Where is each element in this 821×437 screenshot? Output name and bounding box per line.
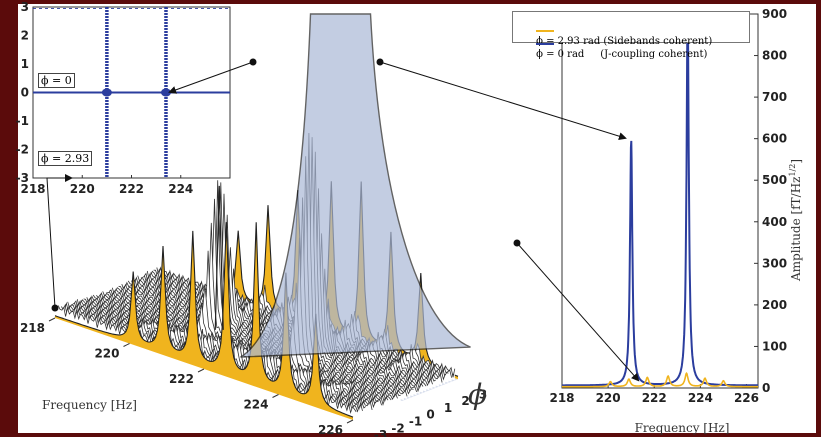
waterfall-xtick-label: 220: [94, 347, 119, 361]
series-sidebands-line: [562, 371, 758, 388]
waterfall-phitick-label: 2: [461, 394, 469, 408]
arrow-to-spectrum-jcoupling: [379, 61, 627, 141]
inset-ytick-label: 1: [21, 57, 29, 71]
spectrum-ytick-label: 400: [762, 215, 787, 229]
inset-ytick-label: 3: [21, 0, 29, 14]
waterfall-phi-label: ϕ: [468, 378, 487, 411]
legend-item-jcoupling: ϕ = 0 rad (J-coupling coherent): [517, 27, 707, 71]
spectrum-plot: 0 100 200 300 400 500 600 700 800 900 218 220 222 224…: [549, 7, 787, 405]
waterfall-xtick-mark: [48, 317, 56, 322]
waterfall-phitick-label: 0: [426, 408, 434, 422]
inset-label-phi293: ϕ = 2.93: [38, 151, 93, 166]
waterfall-xtick-label: 222: [169, 372, 194, 386]
waterfall-xtick-mark: [272, 394, 279, 398]
legend-item-sidebands: ϕ = 2.93 rad (Sidebands coherent): [517, 14, 712, 58]
spectrum-legend: ϕ = 2.93 rad (Sidebands coherent) ϕ = 0 …: [512, 11, 750, 60]
spectrum-xtick-label: 220: [596, 391, 621, 405]
spectrum-ylabel: Amplitude [fT/Hz1/2]: [788, 159, 803, 282]
waterfall-slice-sidebands-front-line: [54, 222, 354, 418]
waterfall-phitick-label: 3: [479, 387, 487, 401]
inset-ytick-label: -3: [16, 171, 29, 185]
legend-swatch-sidebands: [536, 29, 555, 32]
jcoupling-surface-peak: [240, 13, 471, 358]
spectrum-ytick-label: 600: [762, 132, 787, 146]
annotation-arrows: [46, 58, 640, 382]
inset-label-phi0: ϕ = 0: [38, 73, 75, 88]
legend-swatch-jcoupling: [536, 42, 555, 45]
spectrum-ytick-label: 100: [762, 339, 787, 353]
inset-xtick-label: 224: [168, 182, 193, 196]
arrow-to-inset-phi293: [46, 174, 73, 309]
waterfall-xtick-label: 224: [243, 398, 268, 412]
inset-cross-marker: [160, 88, 171, 97]
inset-xtick-label: 218: [20, 182, 45, 196]
waterfall-phitick-label: -3: [374, 428, 387, 437]
inset-ytick-label: 2: [21, 29, 29, 43]
inset-ytick-label: -1: [16, 114, 29, 128]
spectrum-xtick-label: 224: [688, 391, 713, 405]
waterfall-slice-fill: [118, 233, 417, 396]
arrow-to-spectrum-sidebands: [516, 242, 640, 382]
inset-ytick-label: -2: [16, 143, 29, 157]
inset-cross-marker: [101, 88, 112, 97]
jcoupling-surface-peak-2: [214, 185, 224, 330]
waterfall-slice-sidebands-front-fill: [55, 222, 353, 420]
spectrum-xlabel: Frequency [Hz]: [635, 421, 730, 435]
spectrum-ytick-label: 0: [762, 381, 770, 395]
legend-label-sidebands: ϕ = 2.93 rad (Sidebands coherent): [536, 36, 713, 47]
waterfall-xtick-mark: [346, 419, 354, 424]
spectrum-ytick-label: 200: [762, 298, 787, 312]
waterfall-xlabel: Frequency [Hz]: [42, 398, 137, 412]
inset-ytick-label: 0: [21, 86, 29, 100]
waterfall-phitick-label: -2: [391, 421, 404, 435]
spectrum-panel: [605, 4, 816, 433]
spectrum-ytick-label: 800: [762, 49, 787, 63]
waterfall-slice-line: [96, 237, 395, 400]
spectrum-xtick-label: 226: [734, 391, 759, 405]
spectrum-ytick-label: 900: [762, 7, 787, 21]
waterfall-xtick-label: 226: [318, 423, 343, 437]
waterfall-xtick-label: 218: [20, 321, 45, 335]
waterfall-xtick-mark: [123, 343, 130, 347]
waterfall-phitick-label: -1: [409, 415, 422, 429]
waterfall-xtick-mark: [197, 368, 205, 373]
inset-xtick-label: 222: [119, 182, 144, 196]
waterfall-slice-sidebands-fill: [160, 181, 458, 380]
legend-label-jcoupling: ϕ = 0 rad (J-coupling coherent): [536, 49, 708, 60]
arrow-to-inset-phi0: [168, 61, 254, 94]
spectrum-ytick-label: 300: [762, 256, 787, 270]
inset-xtick-label: 220: [70, 182, 95, 196]
waterfall-phitick-label: 1: [444, 401, 452, 415]
spectrum-xtick-label: 222: [642, 391, 667, 405]
spectrum-ytick-label: 700: [762, 90, 787, 104]
spectrum-xtick-label: 218: [549, 391, 574, 405]
spectrum-ytick-label: 500: [762, 173, 787, 187]
